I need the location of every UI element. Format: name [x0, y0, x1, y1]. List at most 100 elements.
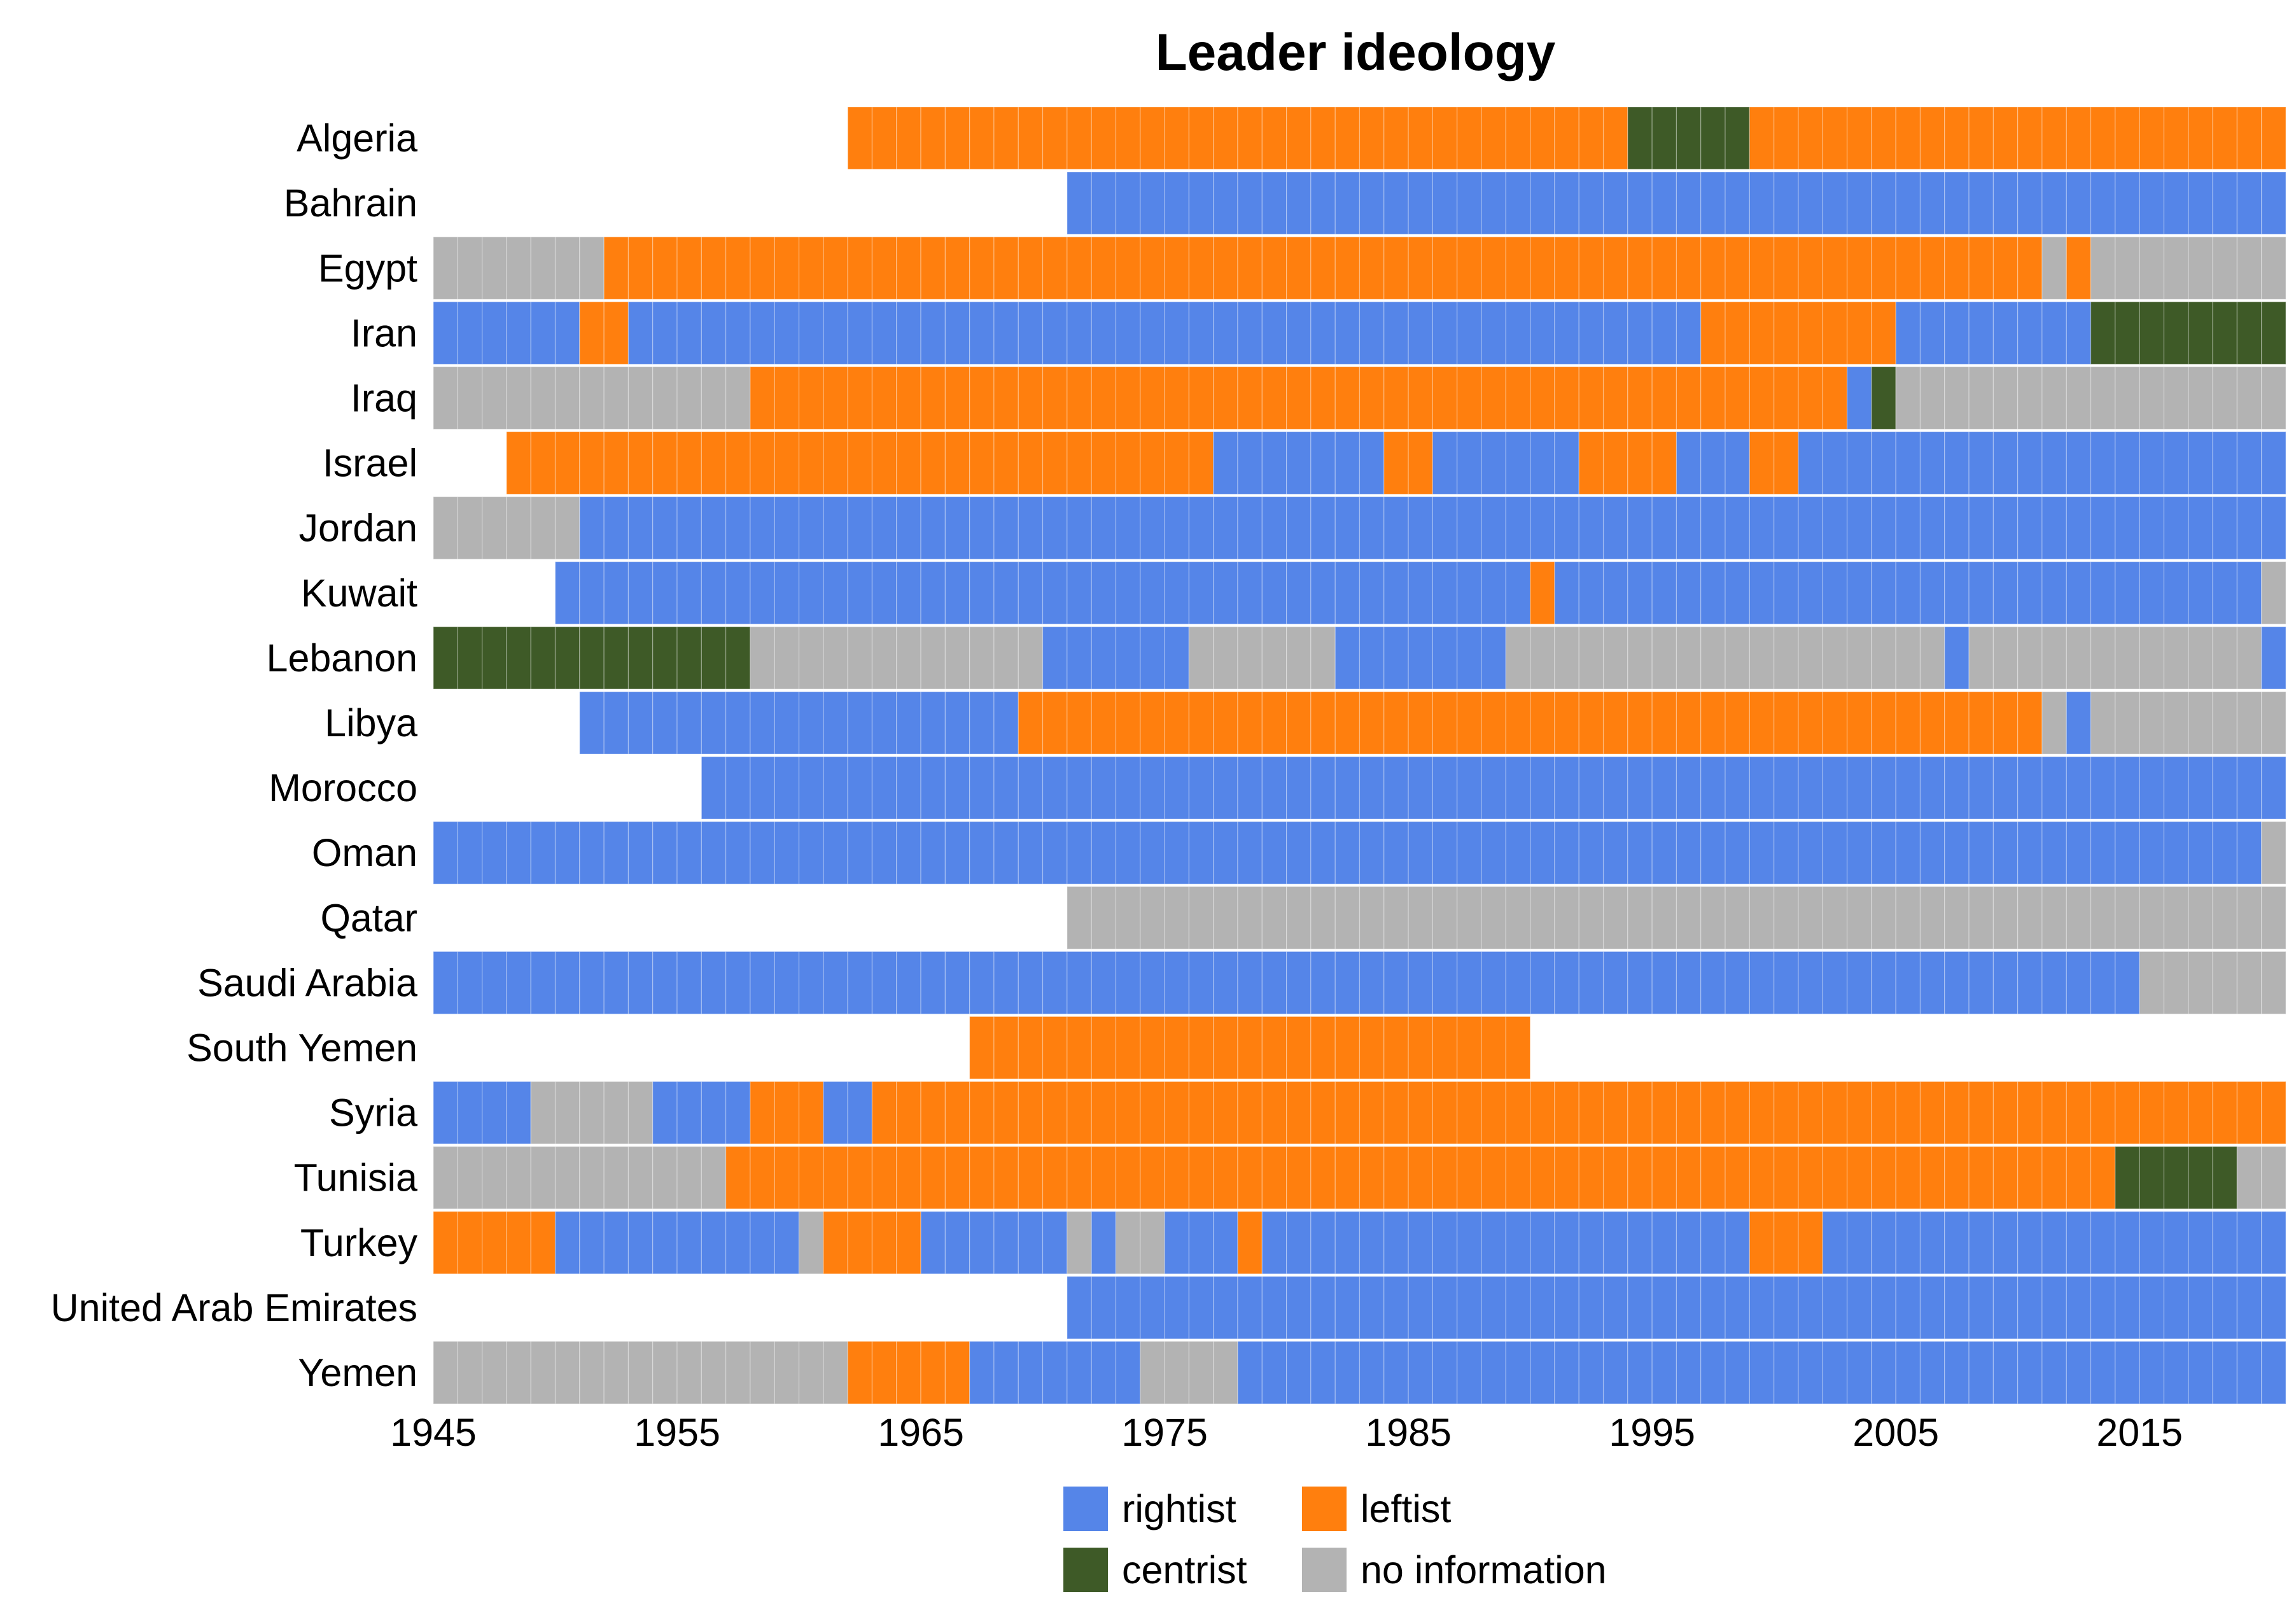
- cell-turkey-1985: [1408, 1211, 1434, 1275]
- cell-iran-1998: [1725, 301, 1750, 365]
- cell-israel-2001: [1798, 431, 1823, 495]
- cell-oman-2009: [1992, 821, 2019, 885]
- cell-iraq-1954: [652, 366, 678, 430]
- cell-morocco-1984: [1383, 756, 1409, 820]
- cell-morocco-2009: [1992, 756, 2019, 820]
- cell-iraq-1983: [1359, 366, 1385, 430]
- cell-jordan-1998: [1725, 496, 1750, 560]
- cell-tunisia-2003: [1846, 1145, 1872, 1210]
- cell-yemen-1961: [823, 1341, 848, 1404]
- cell-saudi-arabia-1978: [1237, 951, 1263, 1015]
- cell-lebanon-1947: [482, 626, 507, 690]
- cell-turkey-2008: [1968, 1211, 1994, 1275]
- cell-tunisia-1991: [1554, 1145, 1579, 1210]
- cell-iraq-2000: [1774, 366, 1799, 430]
- cell-saudi-arabia-2008: [1968, 951, 1994, 1015]
- cell-egypt-1991: [1554, 236, 1579, 300]
- cell-israel-1986: [1432, 431, 1458, 495]
- cell-yemen-2006: [1919, 1341, 1945, 1404]
- cell-egypt-1950: [554, 236, 580, 300]
- cell-libya-2015: [2139, 691, 2165, 755]
- cell-tunisia-2008: [1968, 1145, 1994, 1210]
- cell-morocco-2012: [2066, 756, 2092, 820]
- cell-kuwait-1996: [1676, 561, 1702, 625]
- cell-iran-1996: [1676, 301, 1702, 365]
- cell-syria-1970: [1042, 1081, 1068, 1145]
- cell-libya-2009: [1992, 691, 2019, 755]
- cell-yemen-1986: [1432, 1341, 1458, 1404]
- cell-israel-1992: [1578, 431, 1604, 495]
- cell-yemen-1954: [652, 1341, 678, 1404]
- cell-jordan-1983: [1359, 496, 1385, 560]
- cell-algeria-1999: [1749, 106, 1775, 170]
- cell-jordan-1987: [1457, 496, 1482, 560]
- cell-israel-1962: [847, 431, 873, 495]
- cell-bahrain-1994: [1627, 171, 1653, 235]
- cell-united-arab-emirates-2020: [2261, 1276, 2286, 1340]
- cell-kuwait-1978: [1237, 561, 1263, 625]
- cell-bahrain-2006: [1919, 171, 1945, 235]
- cell-jordan-1945: [433, 496, 458, 560]
- cell-iran-1957: [725, 301, 751, 365]
- cell-israel-1990: [1530, 431, 1555, 495]
- cell-syria-1998: [1725, 1081, 1750, 1145]
- cell-iran-2005: [1895, 301, 1921, 365]
- cell-iran-1972: [1091, 301, 1117, 365]
- cell-tunisia-1961: [823, 1145, 848, 1210]
- cell-united-arab-emirates-1998: [1725, 1276, 1750, 1340]
- cell-united-arab-emirates-2016: [2163, 1276, 2189, 1340]
- cell-tunisia-1978: [1237, 1145, 1263, 1210]
- cell-egypt-1999: [1749, 236, 1775, 300]
- x-tick-1965: 1965: [878, 1411, 964, 1454]
- cell-qatar-1991: [1554, 886, 1579, 949]
- cell-egypt-2007: [1944, 236, 1970, 300]
- row-israel: [506, 431, 2286, 495]
- cell-libya-1997: [1700, 691, 1726, 755]
- cell-kuwait-2002: [1822, 561, 1848, 625]
- cell-tunisia-1993: [1602, 1145, 1628, 1210]
- cell-saudi-arabia-2012: [2066, 951, 2092, 1015]
- cell-jordan-1961: [823, 496, 848, 560]
- cell-tunisia-1959: [774, 1145, 800, 1210]
- cell-israel-1989: [1505, 431, 1531, 495]
- cell-south-yemen-1984: [1383, 1016, 1409, 1080]
- cell-kuwait-2009: [1992, 561, 2019, 625]
- cell-jordan-1951: [579, 496, 605, 560]
- cell-united-arab-emirates-2003: [1846, 1276, 1872, 1340]
- cell-qatar-2017: [2188, 886, 2213, 949]
- cell-libya-2012: [2066, 691, 2092, 755]
- cell-lebanon-1972: [1091, 626, 1117, 690]
- cell-algeria-1965: [920, 106, 946, 170]
- cell-syria-1981: [1310, 1081, 1336, 1145]
- cell-algeria-2002: [1822, 106, 1848, 170]
- cell-lebanon-1977: [1213, 626, 1238, 690]
- cell-syria-1961: [823, 1081, 848, 1145]
- cell-egypt-1967: [969, 236, 995, 300]
- cell-algeria-2001: [1798, 106, 1823, 170]
- cell-bahrain-1978: [1237, 171, 1263, 235]
- cell-yemen-1977: [1213, 1341, 1238, 1404]
- cell-iran-1983: [1359, 301, 1385, 365]
- cell-oman-2015: [2139, 821, 2165, 885]
- cell-united-arab-emirates-1973: [1115, 1276, 1141, 1340]
- cell-israel-1952: [603, 431, 629, 495]
- country-label-morocco: Morocco: [269, 766, 417, 809]
- cell-united-arab-emirates-2010: [2017, 1276, 2043, 1340]
- cell-israel-1955: [676, 431, 702, 495]
- cell-lebanon-2015: [2139, 626, 2165, 690]
- cell-israel-2015: [2139, 431, 2165, 495]
- cell-algeria-2016: [2163, 106, 2189, 170]
- cell-jordan-1999: [1749, 496, 1775, 560]
- cell-lebanon-2007: [1944, 626, 1970, 690]
- cell-egypt-2020: [2261, 236, 2286, 300]
- cell-egypt-1963: [871, 236, 897, 300]
- cell-morocco-1993: [1602, 756, 1628, 820]
- cell-jordan-2017: [2188, 496, 2213, 560]
- cell-yemen-2020: [2261, 1341, 2286, 1404]
- cell-israel-1956: [701, 431, 727, 495]
- cell-lebanon-1990: [1530, 626, 1555, 690]
- cell-israel-1948: [506, 431, 531, 495]
- cell-syria-1946: [457, 1081, 483, 1145]
- cell-tunisia-2014: [2115, 1145, 2140, 1210]
- cell-turkey-1996: [1676, 1211, 1702, 1275]
